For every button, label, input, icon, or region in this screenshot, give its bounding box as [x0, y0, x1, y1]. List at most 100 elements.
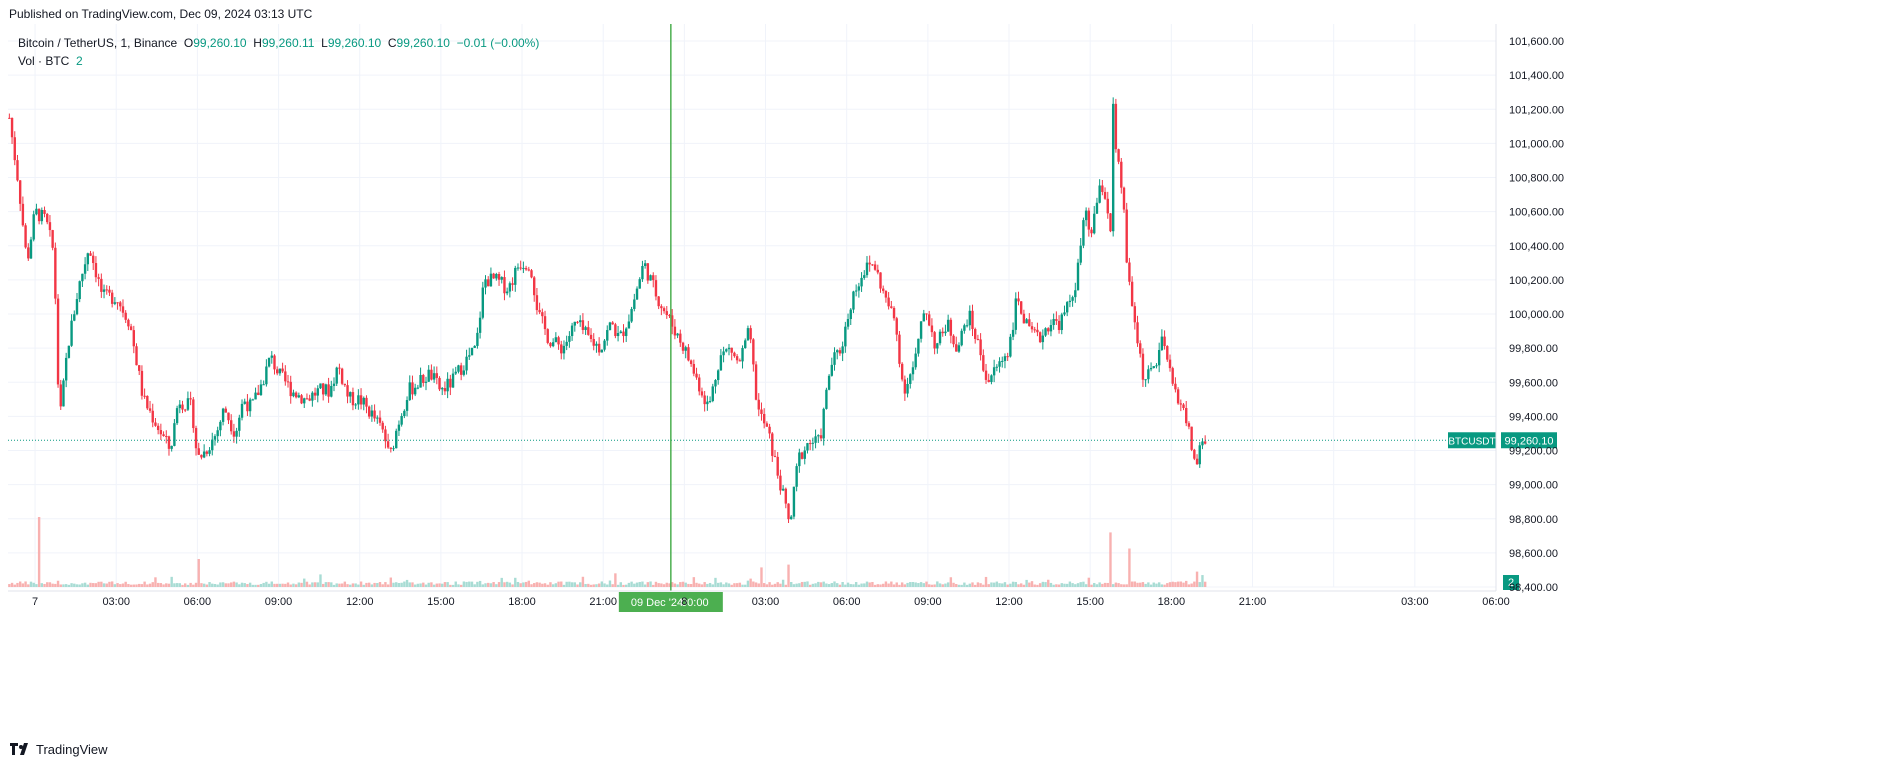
volume-bar [1125, 584, 1128, 587]
volume-bar [257, 584, 260, 587]
volume-bar [189, 582, 192, 587]
x-tick-label: 12:00 [995, 596, 1023, 608]
candle-body [340, 368, 344, 384]
volume-bar [370, 584, 374, 587]
volume-bar [1009, 583, 1012, 587]
y-tick-label: 101,000.00 [1509, 138, 1564, 150]
volume-bars [8, 517, 1207, 587]
volume-bar [308, 584, 311, 587]
candle-body [251, 399, 255, 401]
candle-body [1098, 185, 1101, 203]
volume-bar [744, 584, 747, 587]
candle-body [24, 225, 27, 248]
candle-body [127, 319, 130, 327]
candle-body [1014, 298, 1017, 330]
volume-bar [1111, 584, 1115, 587]
volume-bar [240, 582, 244, 587]
axes: 101,600.00 101,400.00 101,200.00 101,000.00… [8, 24, 1564, 608]
candle-body [714, 380, 717, 387]
candle-body [313, 392, 317, 396]
candle-body [105, 289, 108, 291]
candle-body [549, 342, 552, 347]
last-price-badge: 99,260.10 [1505, 435, 1554, 447]
volume-bar [1160, 584, 1164, 587]
candle-body [614, 324, 617, 337]
volume-bar [270, 581, 273, 587]
candle-body [156, 425, 160, 431]
volume-bar [822, 581, 825, 587]
volume-bar [259, 584, 263, 587]
volume-bar [811, 583, 815, 587]
volume-bar [37, 517, 41, 587]
volume-bar [665, 582, 668, 587]
candle-body [760, 409, 763, 414]
volume-bar [646, 582, 650, 587]
candle-body [216, 430, 219, 437]
volume-bar [468, 581, 471, 587]
chart-area[interactable]: BTCUSDT 99,260.10 2 09 Dec '24 00:00 101,600… [8, 24, 1882, 734]
candle-body [670, 315, 674, 327]
volume-bar [514, 577, 517, 587]
volume-bar [1028, 582, 1031, 587]
candle-body [435, 373, 439, 378]
candle-body [595, 343, 598, 346]
low-value: 99,260.10 [327, 36, 382, 50]
candle-body [484, 279, 487, 288]
volume-bar [643, 584, 647, 587]
volume-bar [595, 584, 598, 587]
volume-bar [733, 583, 736, 587]
volume-bar [1084, 584, 1088, 587]
candle-body [903, 379, 907, 394]
volume-bar [1117, 583, 1120, 587]
candle-body [543, 316, 547, 330]
volume-bar [281, 583, 284, 587]
candle-body [689, 360, 693, 364]
volume-bar [29, 581, 33, 587]
candle-body [70, 320, 73, 346]
candle-body [86, 253, 90, 265]
candle-body [895, 318, 898, 335]
candle-body [495, 273, 498, 279]
y-tick-label: 99,000.00 [1509, 480, 1558, 492]
candle-body [814, 436, 817, 443]
volume-bar [1139, 582, 1142, 587]
candle-body [990, 375, 993, 383]
candle-body [465, 356, 468, 371]
published-caption: Published on TradingView.com, Dec 09, 20… [9, 7, 313, 21]
volume-bar [297, 582, 301, 587]
candle-body [294, 392, 298, 398]
candle-body [135, 346, 138, 366]
volume-bar [1141, 582, 1145, 587]
volume-bar [378, 582, 382, 587]
cursor-time-label: 00:00 [681, 597, 709, 609]
candle-body [503, 277, 506, 294]
candle-body [497, 273, 501, 280]
candle-body [576, 321, 579, 323]
volume-bar [787, 564, 790, 587]
volume-bar [987, 584, 990, 587]
volume-bar [551, 584, 555, 587]
volume-bar [860, 583, 863, 587]
candle-body [227, 412, 230, 421]
tradingview-footer[interactable]: TradingView [10, 742, 108, 757]
volume-bar [1133, 581, 1137, 587]
candle-body [454, 371, 457, 374]
volume-bar [478, 580, 482, 587]
candle-body [110, 292, 114, 304]
volume-bar [754, 582, 758, 587]
volume-bar [127, 584, 130, 587]
volume-bar [635, 582, 639, 587]
volume-bar [1130, 581, 1134, 587]
candle-body [37, 208, 41, 222]
candle-body [281, 368, 284, 372]
volume-bar [102, 583, 106, 587]
candle-body [1052, 319, 1055, 326]
candle-body [603, 340, 606, 350]
candle-body [641, 265, 644, 280]
volume-bar [1047, 579, 1050, 587]
candle-body [138, 365, 141, 371]
volume-bar [879, 584, 882, 587]
candle-body [873, 264, 877, 270]
